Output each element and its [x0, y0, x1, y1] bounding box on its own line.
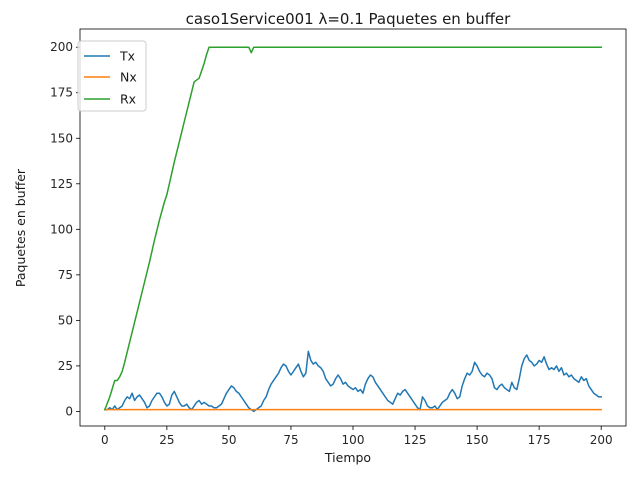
x-tick-label: 100: [342, 433, 365, 447]
x-tick-label: 175: [528, 433, 551, 447]
legend: Tx Nx Rx: [77, 40, 147, 112]
series-line-rx: [103, 46, 602, 411]
y-tick-label: 0: [65, 404, 73, 418]
series-layer: [103, 46, 602, 413]
legend-label-tx: Tx: [119, 49, 135, 64]
x-tick-label: 50: [221, 433, 236, 447]
y-tick-label: 175: [50, 86, 73, 100]
legend-frame: [77, 40, 147, 112]
x-tick-label: 25: [159, 433, 174, 447]
plot-area: [80, 29, 626, 426]
axes-frame: [79, 28, 627, 427]
x-tick-label: 125: [404, 433, 427, 447]
y-tick-label: 50: [58, 313, 73, 327]
y-tick-label: 150: [50, 131, 73, 145]
x-tick-label: 150: [466, 433, 489, 447]
axes-layer: 0 25 50 75 100 125 150 175 200 0 25 50 75 100 125 150 17…: [50, 40, 613, 447]
y-tick-label: 25: [58, 359, 73, 373]
x-tick-label: 0: [101, 433, 109, 447]
x-axis-label: Tiempo: [324, 450, 371, 465]
y-tick-label: 100: [50, 222, 73, 236]
y-tick-label: 200: [50, 40, 73, 54]
x-tick-label: 75: [283, 433, 298, 447]
y-tick-label: 75: [58, 268, 73, 282]
chart-title: caso1Service001 λ=0.1 Paquetes en buffer: [186, 10, 511, 28]
y-axis-label: Paquetes en buffer: [13, 168, 28, 287]
y-tick-label: 125: [50, 177, 73, 191]
legend-label-rx: Rx: [120, 92, 136, 107]
x-tick-label: 200: [590, 433, 613, 447]
series-line-tx: [104, 350, 602, 413]
legend-label-nx: Nx: [120, 70, 137, 85]
